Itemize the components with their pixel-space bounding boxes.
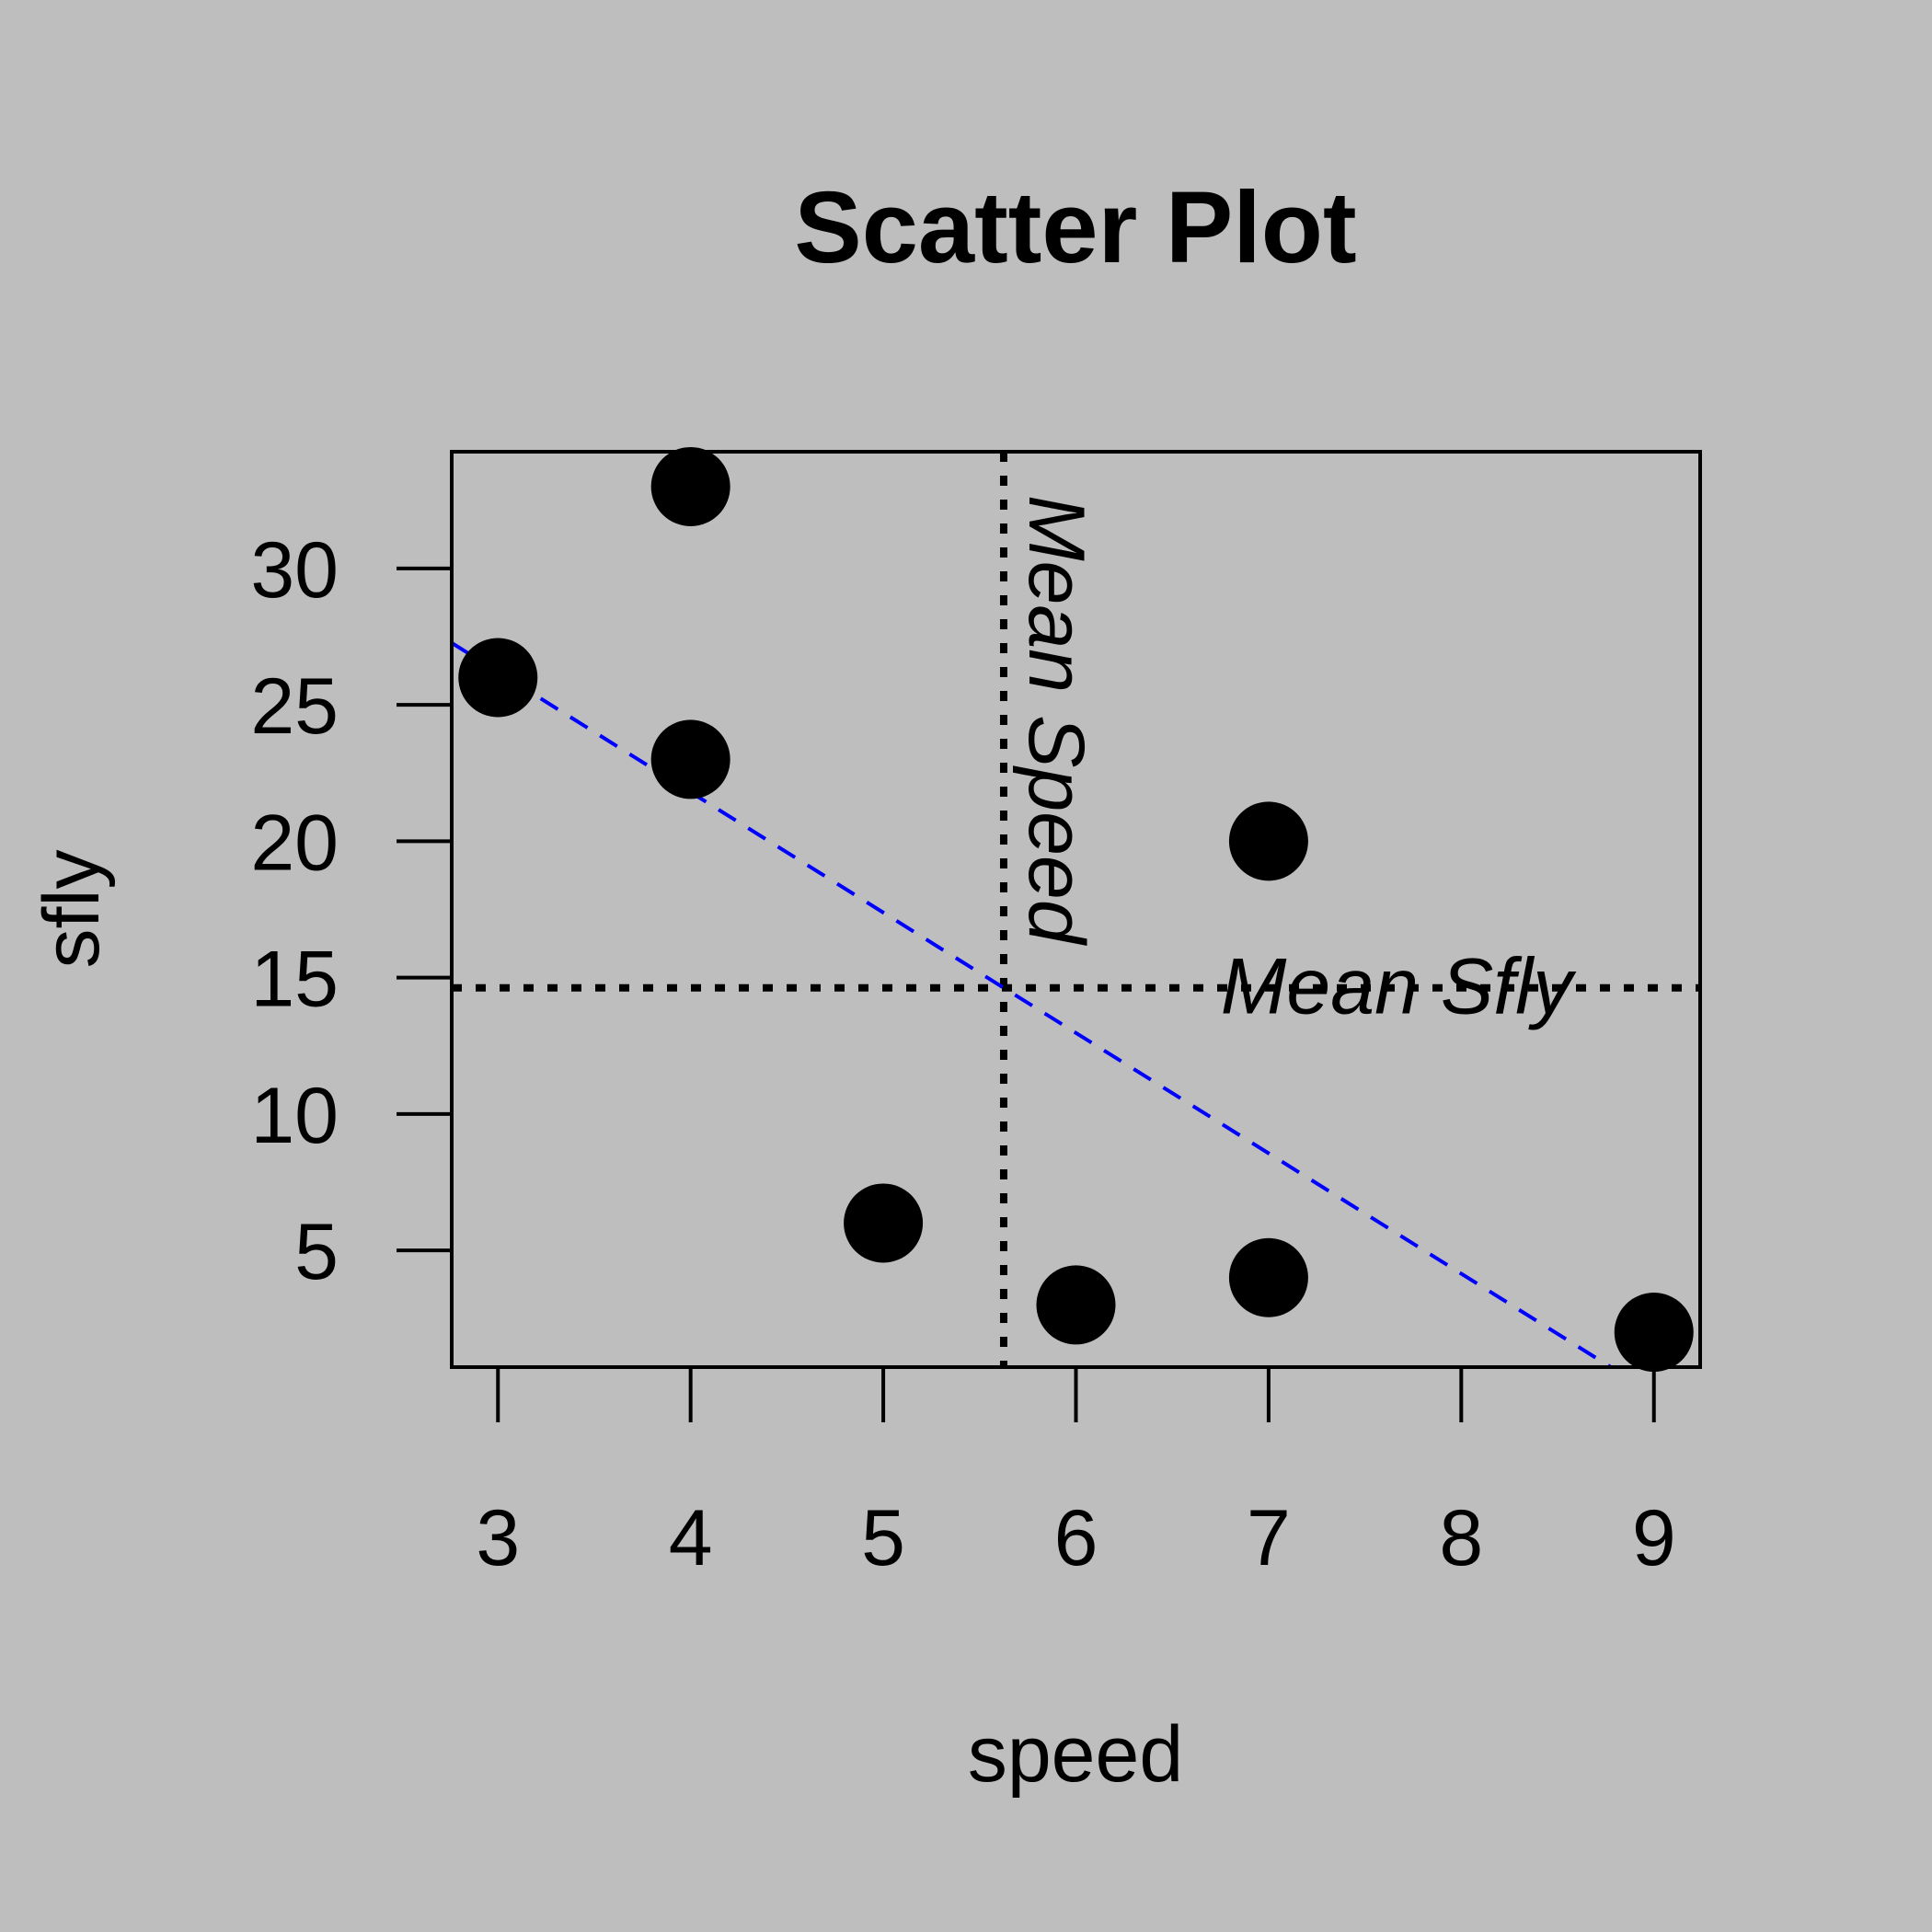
y-axis: 5 10 15 20 25 30 bbox=[250, 526, 454, 1296]
reference-lines bbox=[452, 452, 1700, 1367]
x-tick-label: 9 bbox=[1632, 1494, 1676, 1582]
data-point bbox=[650, 446, 730, 526]
data-point bbox=[1036, 1265, 1116, 1345]
data-point bbox=[458, 638, 538, 718]
data-points bbox=[458, 446, 1694, 1373]
x-axis: 3 4 5 6 7 8 9 bbox=[476, 1365, 1676, 1582]
y-tick-label: 25 bbox=[250, 662, 339, 751]
x-tick-label: 8 bbox=[1439, 1494, 1483, 1582]
reference-labels: Mean Speed Mean Sfly bbox=[1012, 495, 1577, 1031]
x-tick-label: 4 bbox=[669, 1494, 713, 1582]
data-point bbox=[1228, 801, 1308, 881]
y-tick-label: 5 bbox=[294, 1208, 339, 1296]
mean-speed-label: Mean Speed bbox=[1012, 495, 1100, 947]
y-tick-label: 15 bbox=[250, 936, 339, 1024]
x-tick-label: 6 bbox=[1054, 1494, 1098, 1582]
data-point bbox=[650, 719, 730, 799]
y-tick-label: 20 bbox=[250, 799, 339, 887]
x-tick-label: 7 bbox=[1247, 1494, 1291, 1582]
x-tick-label: 3 bbox=[476, 1494, 520, 1582]
y-axis-label: sfly bbox=[28, 850, 116, 969]
y-tick-label: 30 bbox=[250, 526, 339, 615]
data-point bbox=[1614, 1293, 1694, 1373]
x-axis-label: speed bbox=[968, 1710, 1183, 1799]
x-tick-label: 5 bbox=[861, 1494, 905, 1582]
mean-sfly-label: Mean Sfly bbox=[1221, 943, 1577, 1031]
chart-title: Scatter Plot bbox=[794, 171, 1356, 284]
data-point bbox=[1228, 1237, 1308, 1317]
data-point bbox=[844, 1183, 924, 1263]
y-tick-label: 10 bbox=[250, 1072, 339, 1160]
